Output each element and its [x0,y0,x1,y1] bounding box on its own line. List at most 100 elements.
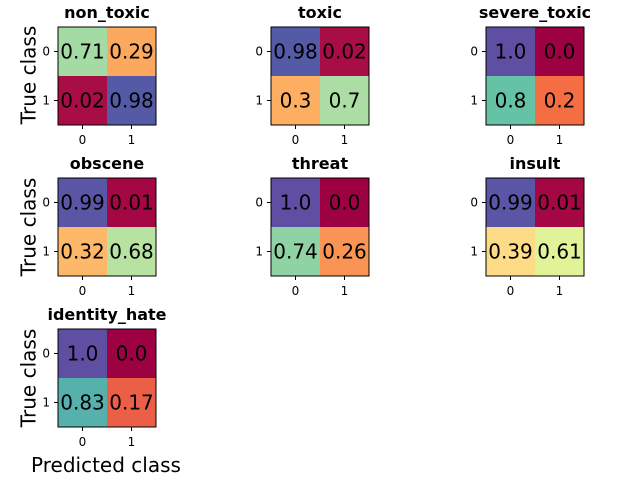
cell-1-1 [535,227,584,276]
cell-1-1 [107,227,156,276]
x-tick-label: 1 [128,435,136,449]
cell-value-label: 0.26 [322,240,367,264]
y-tick-label: 1 [42,396,50,410]
y-tick-label: 1 [42,245,50,259]
panel-non-toxic: non_toxic 0.71 0.29 0.02 0.98 0 1 0 1 [42,3,157,147]
panel-threat: threat 1.0 0.0 0.74 0.26 0 1 0 1 [255,154,370,298]
cell-value-label: 0.2 [544,89,576,113]
cell-0-0 [58,178,107,227]
cell-0-1 [535,178,584,227]
y-tick-label: 0 [42,347,50,361]
panel-frame [270,177,370,277]
cell-1-0 [58,76,107,125]
cell-value-label: 0.32 [60,240,105,264]
cell-value-label: 0.0 [544,40,576,64]
y-tick-label: 0 [470,196,478,210]
cell-value-label: 0.98 [273,40,318,64]
cell-1-0 [58,227,107,276]
panel-frame [57,26,157,126]
y-tick-label: 0 [42,196,50,210]
panel-title: severe_toxic [479,3,591,22]
cell-1-0 [58,378,107,427]
y-tick-label: 0 [255,45,263,59]
panel-frame [485,177,585,277]
cell-value-label: 0.01 [109,191,154,215]
cell-0-1 [320,27,369,76]
cell-value-label: 0.29 [109,40,154,64]
panel-title: insult [510,154,561,173]
panel-toxic: toxic 0.98 0.02 0.3 0.7 0 1 0 1 [255,3,370,147]
x-tick-label: 1 [128,133,136,147]
panel-insult: insult 0.99 0.01 0.39 0.61 0 1 0 1 [470,154,585,298]
cell-value-label: 0.61 [537,240,582,264]
y-tick-label: 0 [470,45,478,59]
panel-frame [485,26,585,126]
cell-0-1 [107,329,156,378]
panel-title: toxic [298,3,342,22]
cell-value-label: 0.0 [329,191,361,215]
x-tick-label: 0 [79,133,87,147]
cell-value-label: 0.83 [60,391,105,415]
cell-value-label: 1.0 [67,342,99,366]
cell-0-0 [271,178,320,227]
y-tick-label: 0 [42,45,50,59]
cell-1-0 [271,76,320,125]
x-tick-label: 0 [79,435,87,449]
cell-value-label: 0.71 [60,40,105,64]
cell-value-label: 0.17 [109,391,154,415]
cell-1-1 [535,76,584,125]
cell-1-1 [320,76,369,125]
panel-identity-hate: identity_hate 1.0 0.0 0.83 0.17 0 1 0 1 [42,305,166,449]
cell-value-label: 0.3 [280,89,312,113]
panel-frame [57,328,157,428]
cell-0-1 [107,27,156,76]
cell-value-label: 0.01 [537,191,582,215]
cell-1-0 [271,227,320,276]
y-tick-label: 1 [42,94,50,108]
panel-frame [57,177,157,277]
cell-value-label: 0.02 [322,40,367,64]
row-3-ylabel: True class [17,329,41,429]
panel-title: non_toxic [64,3,150,22]
panel-title: obscene [70,154,145,173]
cell-value-label: 0.7 [329,89,361,113]
cell-value-label: 0.98 [109,89,154,113]
cell-0-0 [58,27,107,76]
panel-obscene: obscene 0.99 0.01 0.32 0.68 0 1 0 1 [42,154,157,298]
panel-title: threat [292,154,349,173]
y-tick-label: 1 [255,245,263,259]
cell-value-label: 1.0 [280,191,312,215]
cell-value-label: 0.0 [116,342,148,366]
panel-severe-toxic: severe_toxic 1.0 0.0 0.8 0.2 0 1 0 1 [470,3,591,147]
y-tick-label: 0 [255,196,263,210]
y-tick-label: 1 [470,245,478,259]
cell-value-label: 0.99 [60,191,105,215]
cell-value-label: 0.02 [60,89,105,113]
cell-0-0 [486,27,535,76]
cell-1-1 [107,76,156,125]
x-tick-label: 1 [556,284,564,298]
cell-0-1 [107,178,156,227]
cell-value-label: 0.74 [273,240,318,264]
cell-0-1 [535,27,584,76]
panel-frame [270,26,370,126]
cell-1-0 [486,227,535,276]
x-tick-label: 0 [292,284,300,298]
y-tick-label: 1 [470,94,478,108]
xlabel: Predicted class [31,453,181,477]
panel-title: identity_hate [47,305,166,324]
x-tick-label: 1 [556,133,564,147]
x-tick-label: 0 [507,284,515,298]
x-tick-label: 0 [79,284,87,298]
cell-0-0 [486,178,535,227]
row-1-ylabel: True class [17,26,41,126]
cell-0-0 [271,27,320,76]
cell-value-label: 0.99 [488,191,533,215]
cell-0-0 [58,329,107,378]
cell-value-label: 0.68 [109,240,154,264]
cell-value-label: 1.0 [495,40,527,64]
cell-1-0 [486,76,535,125]
x-tick-label: 0 [292,133,300,147]
